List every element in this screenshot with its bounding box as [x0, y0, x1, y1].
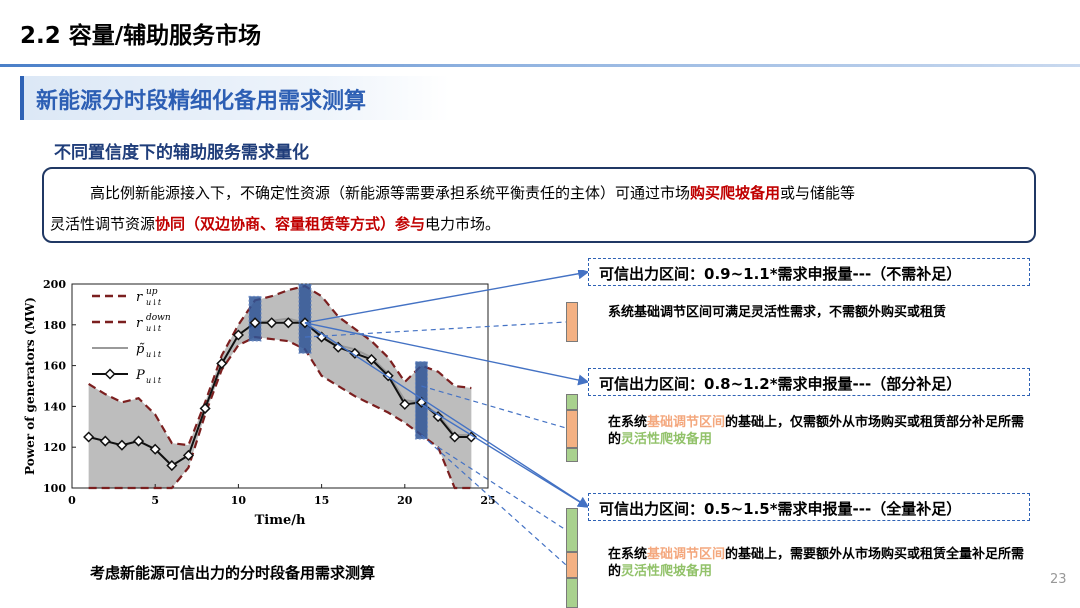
base-range-bar [566, 302, 578, 342]
data-point [216, 357, 228, 370]
ramp-reserve-bar [566, 448, 578, 462]
guide-dashed-line [421, 385, 567, 429]
data-point [182, 449, 195, 461]
data-point [465, 431, 477, 443]
legend-label-sub: u↓t [146, 376, 162, 385]
description-text: 高比例新能源接入下，不确定性资源（新能源等需要承担系统平衡责任的主体）可通过市场 [90, 184, 691, 202]
connector-arrow [304, 270, 590, 324]
legend-label-sub: u↓t [146, 324, 162, 333]
data-point [199, 402, 211, 415]
sub-title: 不同置信度下的辅助服务需求量化 [54, 143, 309, 163]
y-tick-label: 180 [43, 319, 66, 332]
section-title: 新能源分时段精细化备用需求测算 [36, 89, 367, 114]
legend-label: P [135, 368, 145, 383]
ramp-reserve-bar [566, 508, 578, 552]
range-note-1: 系统基础调节区间可满足灵活性需求，不需额外购买或租赁 [608, 305, 947, 320]
ramp-reserve-bar [566, 394, 578, 410]
page-title: 2.2 容量/辅助服务市场 [20, 23, 262, 49]
data-point [365, 353, 378, 366]
note-orange-text: 基础调节区间 [647, 547, 726, 562]
y-tick-label: 100 [43, 482, 66, 495]
x-tick-label: 5 [151, 494, 159, 507]
guide-dashed-line [421, 434, 567, 566]
legend-marker [104, 368, 116, 380]
connector-arrow [421, 403, 590, 508]
range-note-2: 在系统基础调节区间的基础上，仅需额外从市场购买或租赁部分补足所需的灵活性爬坡备用 [608, 414, 1028, 448]
base-range-bar [566, 552, 578, 578]
data-point [83, 431, 95, 443]
data-point [349, 347, 361, 359]
x-axis-label: Time/h [255, 513, 306, 528]
plot-frame [71, 283, 489, 489]
data-point [432, 411, 444, 423]
y-axis-label: Power of generators (MW) [23, 297, 37, 475]
x-tick-label: 0 [68, 494, 76, 507]
title-divider [0, 64, 1080, 67]
power-chart: 0 5 10 15 20 25 100 120 140 160 180 200 Time/h Power … [23, 270, 590, 566]
note-text: 在系统 [608, 415, 648, 430]
range-note-3: 在系统基础调节区间的基础上，需要额外从市场购买或租赁全量补足所需的灵活性爬坡备用 [608, 546, 1028, 580]
note-green-text: 灵活性爬坡备用 [621, 432, 713, 447]
connector-arrow [304, 322, 590, 386]
guide-dashed-line [437, 446, 567, 531]
section-banner [20, 76, 450, 120]
description-line-1: 高比例新能源接入下，不确定性资源（新能源等需要承担系统平衡责任的主体）可通过市场… [90, 182, 855, 203]
description-highlight: 协同（双边协商、容量租赁等方式）参与 [155, 215, 426, 233]
data-point [266, 317, 278, 329]
note-orange-text: 基础调节区间 [647, 415, 726, 430]
x-tick-label: 20 [397, 494, 413, 507]
data-point [232, 329, 244, 341]
data-point [132, 435, 145, 447]
description-text: 灵活性调节资源 [50, 215, 156, 233]
y-tick-label: 140 [43, 400, 66, 413]
range-box-3: 可信出力区间：0.5~1.5*需求申报量---（全量补足） [588, 493, 1030, 521]
description-box [42, 167, 1036, 243]
description-line-2: 灵活性调节资源协同（双边协商、容量租赁等方式）参与电力市场。 [50, 213, 500, 234]
data-point [282, 317, 294, 329]
chart-caption: 考虑新能源可信出力的分时段备用需求测算 [90, 564, 376, 582]
description-text: 或与储能等 [780, 184, 856, 202]
data-point [149, 443, 161, 455]
description-highlight: 购买爬坡备用 [690, 184, 781, 202]
guide-dashed-line [304, 321, 567, 338]
legend-label: r [136, 316, 143, 331]
data-point [99, 435, 111, 447]
legend-label: p̃ [136, 342, 145, 357]
legend-label-sup: down [146, 313, 171, 323]
data-point [116, 439, 128, 451]
note-green-text: 灵活性爬坡备用 [621, 564, 713, 579]
legend-label-sub: u↓t [146, 298, 162, 307]
y-tick-label: 160 [43, 360, 66, 373]
legend-label-sub: u↓t [146, 350, 162, 359]
range-box-2: 可信出力区间：0.8~1.2*需求申报量---（部分补足） [588, 368, 1030, 396]
connector-arrow [304, 322, 590, 508]
y-tick-label: 200 [43, 278, 66, 291]
ramp-reserve-bar [566, 578, 578, 608]
data-point [249, 317, 261, 329]
series-line-r-down [88, 335, 472, 490]
legend-label-sup: up [146, 287, 158, 297]
range-box-1: 可信出力区间：0.9~1.1*需求申报量---（不需补足） [588, 258, 1030, 286]
x-tick-label: 15 [314, 494, 329, 507]
data-point [166, 459, 178, 472]
page-number: 23 [1050, 572, 1067, 587]
y-tick-label: 120 [43, 441, 66, 454]
data-point [449, 431, 461, 443]
note-text: 在系统 [608, 547, 648, 562]
note-text: 的基础上，仅需额外从市场购买或租赁部分补足所需的 [608, 415, 1025, 447]
note-text: 的基础上，需要额外从市场购买或租赁全量补足所需的 [608, 547, 1025, 579]
x-tick-label: 10 [231, 494, 247, 507]
description-text: 电力市场。 [425, 215, 501, 233]
legend-label: r [136, 290, 143, 305]
series-line-r-up [88, 284, 472, 447]
base-range-bar [566, 410, 578, 448]
x-tick-label: 25 [480, 494, 495, 507]
data-point [399, 398, 411, 410]
